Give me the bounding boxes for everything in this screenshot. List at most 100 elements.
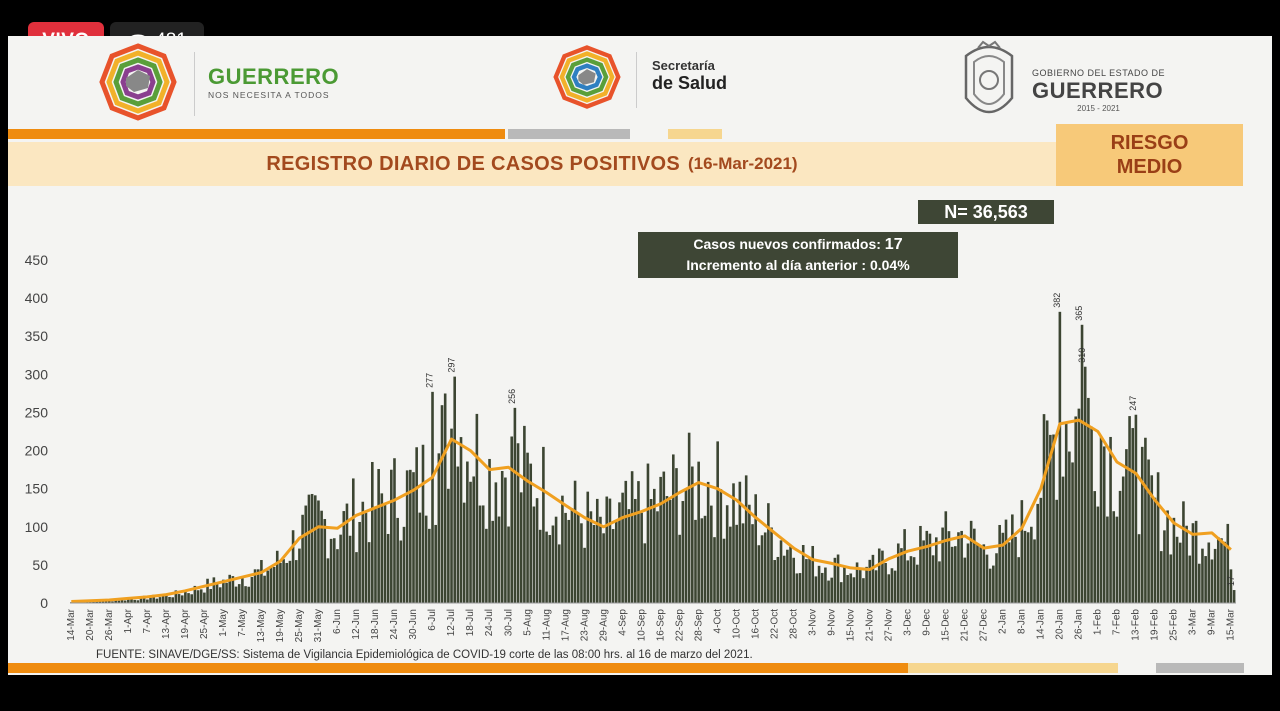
cases-bar-chart: 0 50 100 150 200 250 300 350 400 450 277 297 256 382 3… bbox=[25, 252, 1237, 642]
daily-case-bar bbox=[586, 491, 590, 603]
daily-case-bar bbox=[849, 573, 853, 603]
daily-case-bar bbox=[275, 550, 279, 603]
daily-case-bar bbox=[374, 507, 377, 603]
x-tick-label: 17-Aug bbox=[560, 609, 571, 641]
daily-case-bar bbox=[222, 579, 225, 603]
chart-date: (16-Mar-2021) bbox=[687, 154, 798, 173]
daily-case-bar bbox=[1210, 559, 1214, 603]
x-tick-label: 7-May bbox=[237, 609, 248, 637]
daily-case-bar bbox=[811, 545, 815, 603]
x-tick-label: 21-Nov bbox=[865, 609, 876, 641]
x-tick-label: 14-Jan bbox=[1036, 609, 1047, 640]
daily-case-bar bbox=[868, 559, 872, 603]
daily-case-bar bbox=[729, 526, 732, 603]
x-tick-label: 24-Jul bbox=[484, 609, 495, 636]
daily-case-bar bbox=[763, 532, 767, 603]
daily-case-bar bbox=[618, 502, 621, 603]
daily-case-bar bbox=[573, 480, 577, 603]
x-tick-label: 1-Feb bbox=[1093, 609, 1104, 636]
daily-case-bar bbox=[336, 549, 339, 603]
daily-case-bar bbox=[298, 548, 301, 603]
daily-case-bar bbox=[722, 538, 726, 603]
daily-case-bar bbox=[1204, 556, 1207, 603]
salud-line1: Secretaría bbox=[652, 58, 715, 73]
daily-case-bar bbox=[475, 413, 479, 603]
daily-case-bar bbox=[1074, 416, 1078, 603]
peak-value-label: 277 bbox=[425, 373, 435, 388]
daily-case-bar bbox=[1159, 551, 1163, 603]
daily-case-bar bbox=[494, 482, 498, 603]
daily-case-bar bbox=[1007, 542, 1011, 603]
x-tick-label: 21-Dec bbox=[960, 609, 971, 641]
title-banner: REGISTRO DIARIO DE CASOS POSITIVOS (16-M… bbox=[8, 142, 1056, 186]
daily-case-bar bbox=[681, 501, 685, 603]
daily-case-bar bbox=[697, 461, 700, 603]
daily-case-bar bbox=[621, 492, 624, 603]
daily-case-bar bbox=[1147, 459, 1150, 603]
daily-case-bar bbox=[146, 599, 149, 603]
x-tick-label: 24-Jun bbox=[389, 609, 400, 640]
daily-case-bar bbox=[795, 573, 799, 603]
daily-case-bar bbox=[279, 562, 282, 603]
guerrero-title: GUERRERO bbox=[208, 64, 340, 89]
daily-case-bar bbox=[548, 535, 552, 603]
increment-value: 0.04% bbox=[869, 257, 910, 273]
daily-case-bar bbox=[827, 580, 830, 603]
daily-case-bar bbox=[456, 466, 460, 603]
daily-case-bar bbox=[440, 405, 444, 603]
salud-line2: de Salud bbox=[652, 73, 728, 93]
daily-case-bar bbox=[580, 523, 583, 603]
x-tick-label: 20-Mar bbox=[85, 608, 96, 640]
x-tick-label: 9-Nov bbox=[826, 609, 837, 636]
daily-case-bar bbox=[1169, 554, 1173, 603]
orange-stripe bbox=[8, 129, 505, 139]
total-cases-box: N= 36,563 bbox=[918, 200, 1054, 224]
daily-case-bar bbox=[668, 499, 672, 603]
daily-case-bar bbox=[180, 595, 184, 603]
daily-case-bar bbox=[960, 530, 963, 603]
bottom-gray-stripe bbox=[1156, 663, 1244, 673]
bottom-light-stripe bbox=[908, 663, 1118, 673]
daily-case-bar bbox=[627, 509, 631, 603]
new-cases-box: Casos nuevos confirmados: 17 Incremento … bbox=[638, 232, 958, 278]
daily-case-bar bbox=[954, 546, 957, 603]
daily-case-bar bbox=[561, 495, 564, 603]
daily-case-bar bbox=[421, 444, 425, 603]
x-tick-label: 30-Jun bbox=[408, 609, 419, 640]
daily-case-bar bbox=[139, 596, 143, 603]
daily-case-bar bbox=[915, 564, 919, 603]
daily-case-bar bbox=[396, 517, 399, 603]
daily-case-bar bbox=[957, 532, 960, 603]
daily-case-bar bbox=[900, 548, 903, 603]
daily-case-bar bbox=[973, 528, 976, 603]
daily-case-bar bbox=[1182, 501, 1185, 603]
daily-case-bar bbox=[672, 454, 675, 603]
daily-case-bar bbox=[215, 583, 219, 603]
daily-case-bar bbox=[605, 496, 609, 603]
y-tick-label: 400 bbox=[25, 290, 49, 306]
daily-case-bar bbox=[1096, 506, 1100, 603]
daily-case-bar bbox=[301, 514, 304, 603]
daily-case-bar bbox=[608, 498, 612, 603]
increment-label: Incremento al día anterior : bbox=[686, 257, 867, 273]
peak-value-label: 382 bbox=[1052, 293, 1062, 308]
peak-value-label: 17 bbox=[1226, 576, 1236, 586]
daily-case-bar bbox=[928, 533, 932, 603]
daily-case-bar bbox=[1004, 519, 1008, 603]
daily-case-bar bbox=[386, 533, 390, 603]
daily-case-bar bbox=[142, 595, 146, 603]
daily-case-bar bbox=[437, 453, 441, 603]
daily-case-bar bbox=[944, 511, 948, 603]
x-tick-label: 25-Feb bbox=[1169, 609, 1180, 641]
daily-case-bar bbox=[1153, 497, 1157, 603]
daily-case-bar bbox=[165, 595, 168, 603]
daily-case-bar bbox=[95, 601, 98, 603]
daily-case-bar bbox=[1185, 525, 1188, 603]
daily-case-bar bbox=[285, 562, 289, 603]
daily-case-bar bbox=[786, 549, 789, 603]
daily-case-bar bbox=[969, 520, 973, 603]
daily-case-bar bbox=[291, 530, 295, 603]
daily-case-bar bbox=[519, 492, 523, 603]
x-tick-label: 15-Mar bbox=[1226, 608, 1237, 640]
daily-case-bar bbox=[836, 554, 840, 603]
